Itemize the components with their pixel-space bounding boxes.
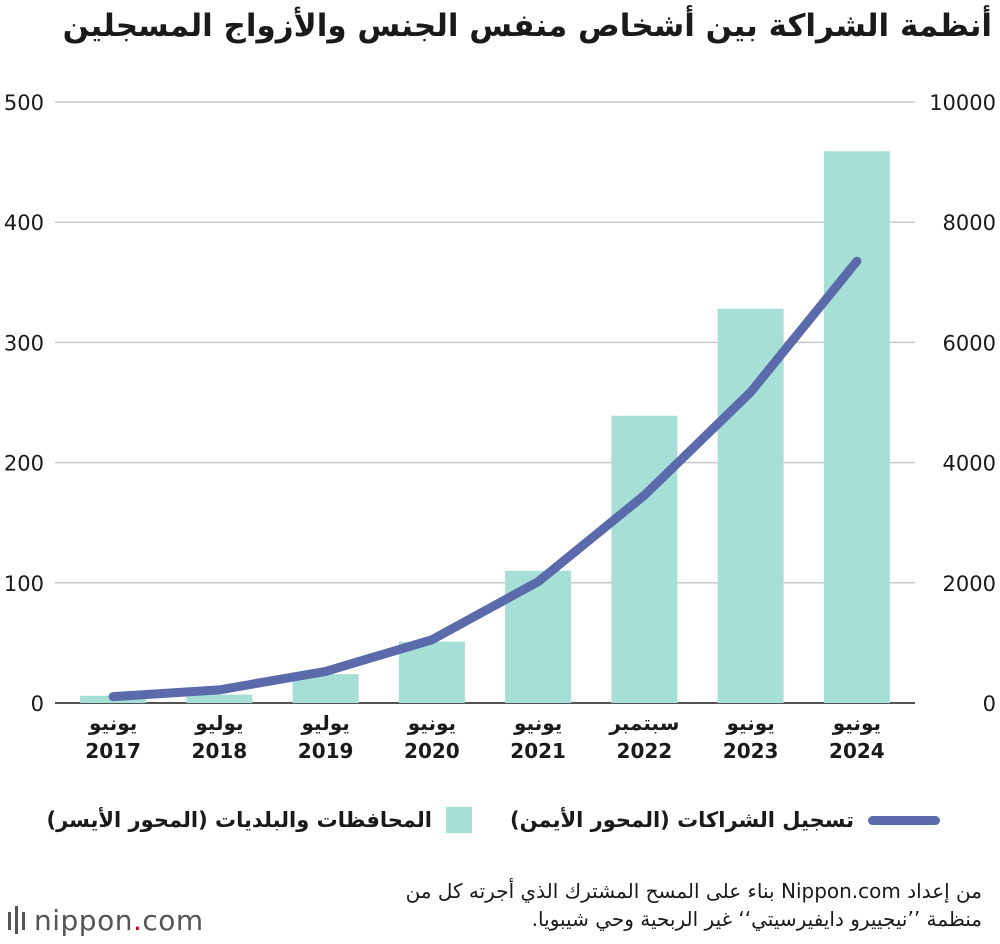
right-tick-label: 8000 xyxy=(943,211,996,235)
legend-line-label: تسجيل الشراكات (المحور الأيمن) xyxy=(510,808,854,832)
legend-line-swatch xyxy=(868,815,940,825)
x-label-month: يونيو xyxy=(832,711,881,735)
left-tick-label: 400 xyxy=(4,211,44,235)
line-point xyxy=(855,260,858,263)
line-point xyxy=(537,580,540,583)
brand-dot: . xyxy=(132,903,143,937)
right-tick-label: 10000 xyxy=(929,91,996,115)
left-tick-label: 0 xyxy=(31,692,44,716)
bar xyxy=(398,641,465,703)
line-path xyxy=(108,256,862,702)
right-axis-ticks: 0 2000 4000 6000 8000 10000 xyxy=(929,91,996,716)
bar-series xyxy=(80,151,890,704)
x-label-month: يونيو xyxy=(725,711,774,735)
bar xyxy=(717,308,784,703)
line-point xyxy=(324,670,327,673)
line-point xyxy=(112,695,115,698)
x-label-year: 2021 xyxy=(510,739,566,763)
source-line-1: من إعداد Nippon.com بناء على المسح المشت… xyxy=(405,879,982,903)
x-label-month: يوليو xyxy=(194,711,243,735)
bar xyxy=(186,694,253,703)
right-tick-label: 0 xyxy=(983,692,996,716)
x-label-year: 2024 xyxy=(829,739,885,763)
bar xyxy=(611,415,678,703)
brand-logo: nippon. com xyxy=(6,900,204,940)
legend-line: تسجيل الشراكات (المحور الأيمن) xyxy=(510,800,940,840)
x-label-month: يونيو xyxy=(513,711,562,735)
source-line-2: منظمة ’’نيجييرو دايفيرسيتي‘‘ غير الربحية… xyxy=(531,907,982,931)
x-label-month: سبتمبر xyxy=(608,711,679,735)
legend-bars: المحافظات والبلديات (المحور الأيسر) xyxy=(46,800,472,840)
chart-title: أنظمة الشراكة بين أشخاص منفس الجنس والأز… xyxy=(62,8,992,44)
line-point xyxy=(643,494,646,497)
x-label-month: يونيو xyxy=(407,711,456,735)
legend-bars-label: المحافظات والبلديات (المحور الأيسر) xyxy=(46,808,433,832)
left-tick-label: 500 xyxy=(4,91,44,115)
brand-suffix: com xyxy=(142,903,204,937)
x-label-year: 2022 xyxy=(617,739,673,763)
x-axis-labels: يونيو 2017 يوليو 2018 يوليو 2019 يونيو 2020 يوني… xyxy=(85,711,884,763)
right-tick-label: 6000 xyxy=(943,331,996,355)
line-point xyxy=(218,688,221,691)
x-label-year: 2020 xyxy=(404,739,460,763)
right-tick-label: 2000 xyxy=(943,572,996,596)
x-label-month: يونيو xyxy=(88,711,137,735)
bar xyxy=(823,151,890,704)
left-tick-label: 100 xyxy=(4,572,44,596)
line-series xyxy=(108,256,862,702)
brand-name: nippon xyxy=(34,903,133,937)
x-label-year: 2018 xyxy=(192,739,248,763)
line-point xyxy=(749,391,752,394)
right-tick-label: 4000 xyxy=(943,452,996,476)
source-note: من إعداد Nippon.com بناء على المسح المشت… xyxy=(282,877,982,933)
left-tick-label: 300 xyxy=(4,331,44,355)
left-tick-label: 200 xyxy=(4,452,44,476)
line-point xyxy=(430,638,433,641)
x-label-year: 2023 xyxy=(723,739,779,763)
left-axis-ticks: 0 100 200 300 400 500 xyxy=(4,91,44,716)
x-label-year: 2017 xyxy=(85,739,141,763)
x-label-month: يوليو xyxy=(300,711,349,735)
legend-bar-swatch xyxy=(446,807,472,833)
x-label-year: 2019 xyxy=(298,739,354,763)
nippon-logo-icon xyxy=(8,906,25,934)
